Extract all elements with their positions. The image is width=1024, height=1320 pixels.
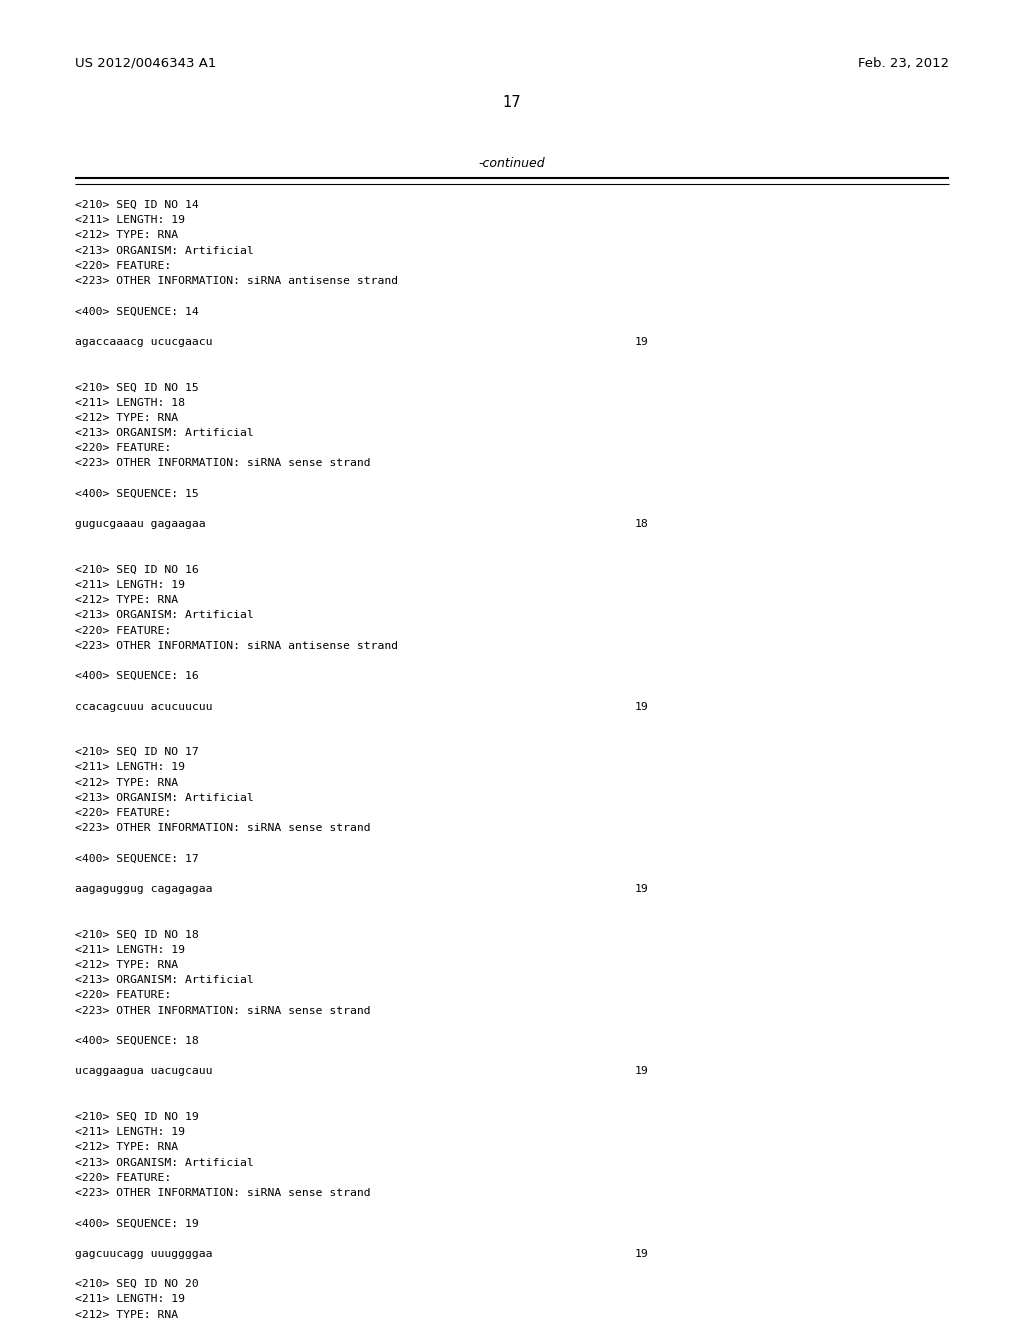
Text: <211> LENGTH: 19: <211> LENGTH: 19 [75,1127,185,1138]
Text: <212> TYPE: RNA: <212> TYPE: RNA [75,960,178,970]
Text: <223> OTHER INFORMATION: siRNA antisense strand: <223> OTHER INFORMATION: siRNA antisense… [75,640,398,651]
Text: <210> SEQ ID NO 18: <210> SEQ ID NO 18 [75,929,199,940]
Text: 19: 19 [635,337,649,347]
Text: <212> TYPE: RNA: <212> TYPE: RNA [75,1309,178,1320]
Text: <213> ORGANISM: Artificial: <213> ORGANISM: Artificial [75,610,254,620]
Text: <211> LENGTH: 19: <211> LENGTH: 19 [75,215,185,226]
Text: gugucgaaau gagaagaa: gugucgaaau gagaagaa [75,519,206,529]
Text: -continued: -continued [478,157,546,170]
Text: <211> LENGTH: 19: <211> LENGTH: 19 [75,945,185,954]
Text: <400> SEQUENCE: 14: <400> SEQUENCE: 14 [75,306,199,317]
Text: <210> SEQ ID NO 14: <210> SEQ ID NO 14 [75,201,199,210]
Text: <212> TYPE: RNA: <212> TYPE: RNA [75,1142,178,1152]
Text: <213> ORGANISM: Artificial: <213> ORGANISM: Artificial [75,428,254,438]
Text: 18: 18 [635,519,649,529]
Text: <211> LENGTH: 19: <211> LENGTH: 19 [75,1295,185,1304]
Text: <223> OTHER INFORMATION: siRNA antisense strand: <223> OTHER INFORMATION: siRNA antisense… [75,276,398,286]
Text: <223> OTHER INFORMATION: siRNA sense strand: <223> OTHER INFORMATION: siRNA sense str… [75,1006,371,1015]
Text: agaccaaacg ucucgaacu: agaccaaacg ucucgaacu [75,337,213,347]
Text: <220> FEATURE:: <220> FEATURE: [75,261,171,271]
Text: 19: 19 [635,1067,649,1076]
Text: <212> TYPE: RNA: <212> TYPE: RNA [75,231,178,240]
Text: <400> SEQUENCE: 17: <400> SEQUENCE: 17 [75,854,199,863]
Text: <213> ORGANISM: Artificial: <213> ORGANISM: Artificial [75,793,254,803]
Text: <220> FEATURE:: <220> FEATURE: [75,808,171,818]
Text: <400> SEQUENCE: 16: <400> SEQUENCE: 16 [75,671,199,681]
Text: <213> ORGANISM: Artificial: <213> ORGANISM: Artificial [75,246,254,256]
Text: <210> SEQ ID NO 20: <210> SEQ ID NO 20 [75,1279,199,1290]
Text: Feb. 23, 2012: Feb. 23, 2012 [858,57,949,70]
Text: ucaggaagua uacugcauu: ucaggaagua uacugcauu [75,1067,213,1076]
Text: <223> OTHER INFORMATION: siRNA sense strand: <223> OTHER INFORMATION: siRNA sense str… [75,1188,371,1199]
Text: gagcuucagg uuuggggaa: gagcuucagg uuuggggaa [75,1249,213,1259]
Text: <400> SEQUENCE: 18: <400> SEQUENCE: 18 [75,1036,199,1045]
Text: <211> LENGTH: 19: <211> LENGTH: 19 [75,763,185,772]
Text: <210> SEQ ID NO 17: <210> SEQ ID NO 17 [75,747,199,758]
Text: <210> SEQ ID NO 16: <210> SEQ ID NO 16 [75,565,199,574]
Text: 19: 19 [635,702,649,711]
Text: <212> TYPE: RNA: <212> TYPE: RNA [75,413,178,422]
Text: <220> FEATURE:: <220> FEATURE: [75,1172,171,1183]
Text: <212> TYPE: RNA: <212> TYPE: RNA [75,595,178,605]
Text: <220> FEATURE:: <220> FEATURE: [75,626,171,636]
Text: <210> SEQ ID NO 15: <210> SEQ ID NO 15 [75,383,199,392]
Text: <210> SEQ ID NO 19: <210> SEQ ID NO 19 [75,1111,199,1122]
Text: <211> LENGTH: 18: <211> LENGTH: 18 [75,397,185,408]
Text: 19: 19 [635,884,649,894]
Text: <213> ORGANISM: Artificial: <213> ORGANISM: Artificial [75,975,254,985]
Text: <223> OTHER INFORMATION: siRNA sense strand: <223> OTHER INFORMATION: siRNA sense str… [75,824,371,833]
Text: aagaguggug cagagagaa: aagaguggug cagagagaa [75,884,213,894]
Text: <212> TYPE: RNA: <212> TYPE: RNA [75,777,178,788]
Text: <220> FEATURE:: <220> FEATURE: [75,990,171,1001]
Text: <400> SEQUENCE: 19: <400> SEQUENCE: 19 [75,1218,199,1229]
Text: 17: 17 [503,95,521,110]
Text: <400> SEQUENCE: 15: <400> SEQUENCE: 15 [75,488,199,499]
Text: <220> FEATURE:: <220> FEATURE: [75,444,171,453]
Text: <213> ORGANISM: Artificial: <213> ORGANISM: Artificial [75,1158,254,1168]
Text: 19: 19 [635,1249,649,1259]
Text: ccacagcuuu acucuucuu: ccacagcuuu acucuucuu [75,702,213,711]
Text: <223> OTHER INFORMATION: siRNA sense strand: <223> OTHER INFORMATION: siRNA sense str… [75,458,371,469]
Text: <211> LENGTH: 19: <211> LENGTH: 19 [75,579,185,590]
Text: US 2012/0046343 A1: US 2012/0046343 A1 [75,57,216,70]
